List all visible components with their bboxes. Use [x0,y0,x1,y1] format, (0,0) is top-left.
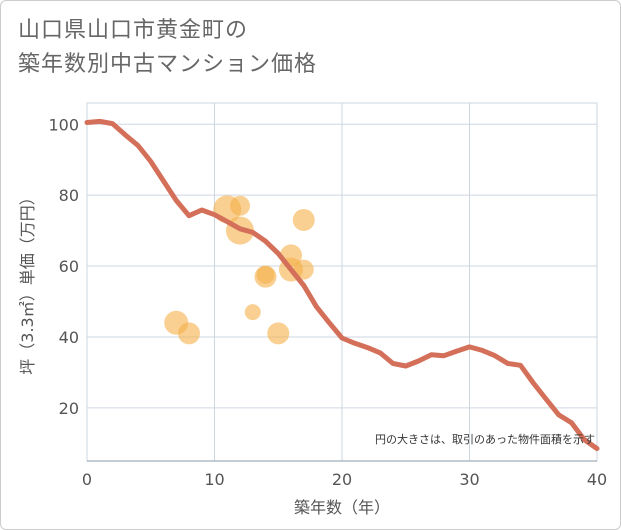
bubble-point [244,304,261,321]
bubble-size-note: 円の大きさは、取引のあった物件面積を示す [375,432,595,446]
x-axis-ticks: 0 10 20 30 40 [82,470,607,489]
chart-title-line-2: 築年数別中古マンション価格 [18,52,318,77]
bubble-point [230,195,250,216]
y-axis-ticks: 20 40 60 80 100 [48,115,79,418]
x-tick-label: 30 [459,470,479,489]
bubble-point [267,322,290,345]
grid-lines [86,102,598,462]
y-tick-label: 80 [59,186,79,205]
chart-title-line-1: 山口県山口市黄金町の [18,18,249,43]
bubble-point [293,259,314,280]
x-tick-label: 10 [204,470,224,489]
chart-title: 山口県山口市黄金町の 築年数別中古マンション価格 [18,14,317,82]
y-tick-label: 20 [59,399,79,418]
y-tick-label: 60 [59,257,79,276]
x-tick-label: 40 [587,470,607,489]
x-axis-label: 築年数（年） [294,498,390,517]
average-price-series-line [84,118,600,452]
y-tick-label: 40 [59,328,79,347]
average-price-line [84,118,600,452]
bubble-point [256,265,275,284]
bubble-point [292,208,315,231]
y-axis-label: 坪（3.3㎡）単価（万円） [18,189,37,374]
y-tick-label: 100 [48,115,79,134]
x-tick-label: 0 [82,470,92,489]
x-tick-label: 20 [332,470,352,489]
bubble-point [178,322,200,345]
